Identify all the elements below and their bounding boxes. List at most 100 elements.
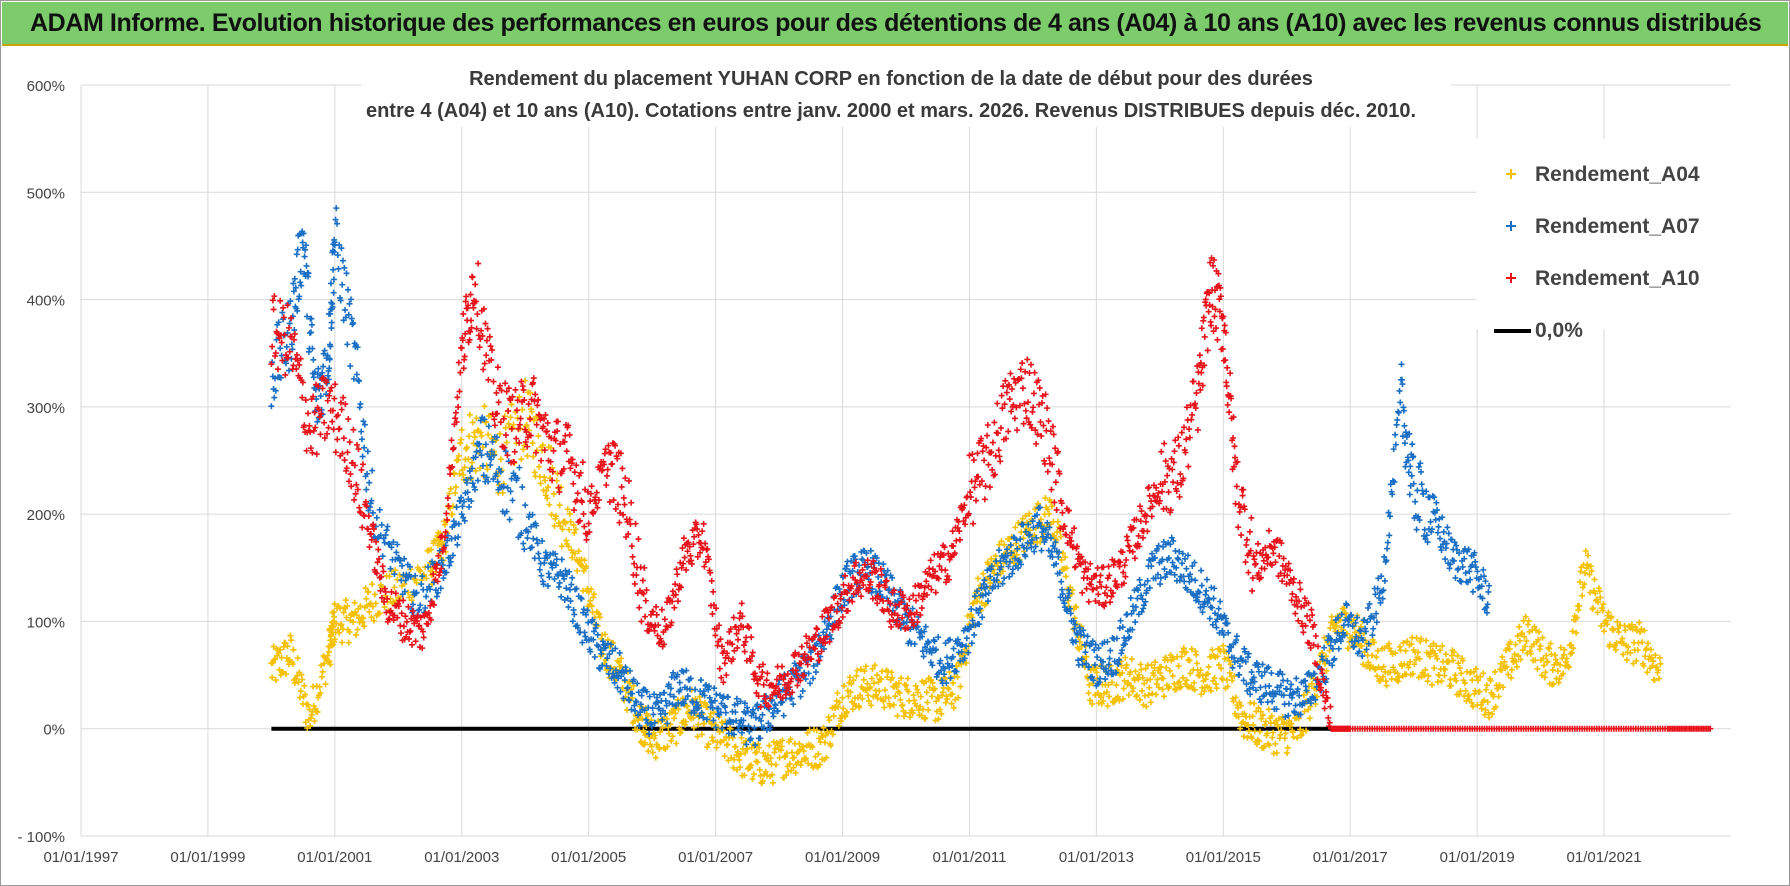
data-point bbox=[1496, 682, 1503, 689]
data-point bbox=[1648, 654, 1655, 661]
data-point bbox=[523, 422, 530, 429]
data-point bbox=[425, 563, 432, 570]
data-point bbox=[631, 718, 638, 725]
data-point bbox=[1306, 715, 1313, 722]
data-point bbox=[931, 685, 938, 692]
data-point bbox=[535, 396, 542, 403]
data-point bbox=[427, 568, 434, 575]
data-point bbox=[1230, 698, 1237, 705]
data-point bbox=[836, 699, 843, 706]
data-point bbox=[980, 570, 987, 577]
data-point bbox=[579, 459, 586, 466]
data-point bbox=[923, 689, 930, 696]
data-point bbox=[631, 580, 638, 587]
data-point bbox=[675, 706, 682, 713]
data-point bbox=[1374, 647, 1381, 654]
data-point bbox=[593, 621, 600, 628]
data-point bbox=[400, 623, 407, 630]
data-point bbox=[896, 690, 903, 697]
data-point bbox=[375, 546, 382, 553]
data-point bbox=[1200, 314, 1207, 321]
data-point bbox=[966, 452, 973, 459]
data-point bbox=[975, 575, 982, 582]
data-point bbox=[458, 345, 465, 352]
data-point bbox=[330, 289, 337, 296]
data-point bbox=[530, 453, 537, 460]
data-point bbox=[483, 474, 490, 481]
data-point bbox=[345, 416, 352, 423]
data-point bbox=[540, 581, 547, 588]
data-point bbox=[423, 593, 430, 600]
data-point bbox=[1193, 660, 1200, 667]
data-point bbox=[571, 507, 578, 514]
data-point bbox=[703, 716, 710, 723]
data-point bbox=[615, 669, 622, 676]
data-point bbox=[1130, 685, 1137, 692]
data-point bbox=[695, 704, 702, 711]
data-point bbox=[1175, 663, 1182, 670]
data-point bbox=[1122, 654, 1129, 661]
data-point bbox=[679, 545, 686, 552]
data-point bbox=[1433, 643, 1440, 650]
data-point bbox=[1484, 699, 1491, 706]
data-point bbox=[1656, 654, 1663, 661]
data-point bbox=[1292, 702, 1299, 709]
data-point bbox=[1582, 547, 1589, 554]
data-point bbox=[1442, 651, 1449, 658]
data-point bbox=[1006, 396, 1013, 403]
data-point bbox=[725, 694, 732, 701]
data-point bbox=[1534, 665, 1541, 672]
data-point bbox=[536, 555, 543, 562]
data-point bbox=[917, 693, 924, 700]
data-point bbox=[434, 589, 441, 596]
data-point bbox=[628, 706, 635, 713]
data-point bbox=[314, 418, 321, 425]
data-point bbox=[1190, 378, 1197, 385]
data-point bbox=[1470, 703, 1476, 710]
data-point bbox=[1237, 702, 1244, 709]
data-point bbox=[552, 513, 559, 520]
data-point bbox=[865, 698, 872, 705]
data-point bbox=[1454, 652, 1461, 659]
data-point bbox=[1453, 677, 1460, 684]
data-point bbox=[1214, 653, 1221, 660]
data-point bbox=[575, 548, 582, 555]
data-point bbox=[272, 387, 279, 394]
data-point bbox=[343, 270, 350, 277]
data-point bbox=[810, 675, 817, 682]
data-point bbox=[1183, 677, 1190, 684]
data-point bbox=[1573, 629, 1580, 636]
data-point bbox=[544, 495, 551, 502]
data-point bbox=[546, 574, 553, 581]
data-point bbox=[1516, 637, 1523, 644]
data-point bbox=[570, 480, 577, 487]
data-point bbox=[1594, 609, 1601, 616]
data-point bbox=[270, 306, 277, 313]
data-point bbox=[1647, 646, 1654, 653]
data-point bbox=[732, 709, 739, 716]
data-point bbox=[1610, 626, 1617, 633]
data-point bbox=[1429, 647, 1436, 654]
data-point bbox=[351, 599, 358, 606]
data-point bbox=[1516, 623, 1523, 630]
data-point bbox=[327, 280, 334, 287]
data-point bbox=[550, 490, 557, 497]
data-point bbox=[985, 561, 992, 568]
data-point bbox=[1525, 617, 1532, 624]
data-point bbox=[709, 610, 716, 617]
data-point bbox=[1373, 619, 1380, 626]
data-point bbox=[1478, 705, 1485, 712]
data-point bbox=[668, 709, 675, 716]
data-point bbox=[1298, 731, 1305, 738]
data-point bbox=[1120, 685, 1127, 692]
data-point bbox=[413, 589, 420, 596]
data-point bbox=[1582, 569, 1589, 576]
data-point bbox=[1180, 674, 1187, 681]
data-point bbox=[324, 652, 331, 659]
data-point bbox=[873, 691, 880, 698]
data-point bbox=[307, 723, 314, 730]
data-point bbox=[798, 643, 805, 650]
data-point bbox=[797, 693, 804, 700]
data-point bbox=[563, 448, 570, 455]
data-point bbox=[419, 573, 426, 580]
